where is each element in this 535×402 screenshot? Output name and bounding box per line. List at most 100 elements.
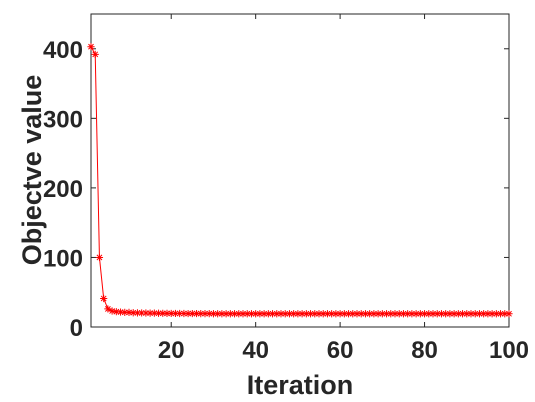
- y-tick-label: 400: [43, 37, 83, 64]
- x-axis-ticks: 20 40 60 80 100: [158, 14, 529, 364]
- data-point: [467, 310, 475, 318]
- data-point: [471, 310, 479, 318]
- data-point: [332, 310, 340, 318]
- y-axis-ticks: 0 100 200 300 400: [43, 37, 509, 342]
- data-point: [328, 310, 336, 318]
- data-point: [188, 309, 196, 318]
- data-point: [146, 309, 154, 317]
- data-point: [121, 308, 129, 316]
- y-tick-label: 100: [43, 245, 83, 272]
- data-point: [100, 294, 108, 303]
- data-point: [298, 310, 306, 318]
- data-point: [429, 310, 437, 318]
- data-point: [285, 310, 294, 318]
- data-point: [501, 310, 509, 318]
- data-point: [264, 310, 272, 318]
- data-point: [315, 310, 323, 318]
- data-point: [95, 253, 104, 262]
- data-point: [159, 309, 167, 317]
- data-point: [387, 310, 395, 318]
- data-point: [87, 43, 95, 51]
- data-point: [391, 310, 399, 318]
- data-point: [205, 310, 213, 318]
- data-point: [116, 308, 125, 316]
- data-point: [239, 310, 247, 318]
- data-point: [268, 310, 277, 318]
- data-point: [192, 309, 201, 318]
- data-point: [150, 309, 158, 317]
- data-point: [374, 310, 382, 318]
- data-point: [129, 309, 137, 317]
- data-point: [344, 310, 353, 318]
- data-point: [412, 310, 420, 318]
- data-point: [496, 310, 505, 318]
- data-point: [171, 309, 180, 318]
- data-point: [395, 310, 403, 318]
- data-point: [323, 310, 332, 318]
- data-point: [226, 310, 234, 318]
- data-point: [446, 310, 454, 318]
- series-layer: [87, 43, 513, 318]
- data-point: [378, 310, 386, 318]
- data-point: [112, 308, 120, 316]
- data-point: [357, 310, 365, 318]
- data-point: [311, 310, 319, 318]
- data-point: [108, 307, 116, 315]
- data-point: [281, 310, 289, 318]
- x-tick-label: 40: [242, 337, 269, 364]
- data-point: [488, 310, 496, 318]
- data-point: [201, 310, 209, 318]
- data-point: [361, 310, 370, 318]
- data-point: [209, 310, 218, 318]
- data-point: [302, 310, 310, 318]
- data-point: [353, 310, 361, 318]
- data-point: [184, 309, 192, 318]
- data-point: [458, 310, 467, 318]
- data-point: [252, 310, 260, 318]
- data-point: [222, 310, 230, 318]
- data-point: [277, 310, 285, 318]
- data-point: [349, 310, 357, 318]
- data-point: [404, 310, 412, 318]
- data-point: [214, 310, 222, 318]
- data-point: [142, 309, 150, 317]
- x-tick-label: 20: [158, 337, 185, 364]
- y-axis-label: Objectve value: [17, 75, 47, 266]
- data-point: [433, 310, 441, 318]
- y-tick-label: 0: [70, 315, 83, 342]
- data-point: [336, 310, 344, 318]
- data-point: [176, 309, 184, 318]
- data-point: [319, 310, 327, 318]
- data-point: [163, 309, 171, 317]
- data-point: [133, 309, 142, 317]
- data-point: [399, 310, 408, 318]
- data-point: [366, 310, 374, 318]
- data-point: [416, 310, 424, 318]
- x-tick-label: 60: [327, 337, 354, 364]
- data-point: [167, 309, 175, 318]
- data-point: [180, 309, 188, 318]
- data-point: [91, 50, 99, 58]
- data-point: [454, 310, 462, 318]
- y-tick-label: 200: [43, 176, 83, 203]
- data-point: [480, 310, 488, 318]
- data-point: [382, 310, 391, 318]
- data-point: [235, 310, 243, 318]
- data-point: [505, 310, 513, 318]
- data-point: [370, 310, 378, 318]
- y-tick-label: 300: [43, 106, 83, 133]
- data-point: [197, 310, 205, 318]
- data-point: [484, 310, 492, 318]
- data-point: [437, 310, 446, 318]
- x-tick-label: 80: [411, 337, 438, 364]
- data-point: [154, 309, 163, 317]
- data-point: [340, 310, 348, 318]
- data-point: [273, 310, 281, 318]
- x-tick-label: 100: [489, 337, 529, 364]
- data-point: [256, 310, 264, 318]
- data-point: [294, 310, 302, 318]
- data-point: [420, 310, 429, 318]
- plot-area: [90, 13, 510, 328]
- data-point: [138, 309, 146, 317]
